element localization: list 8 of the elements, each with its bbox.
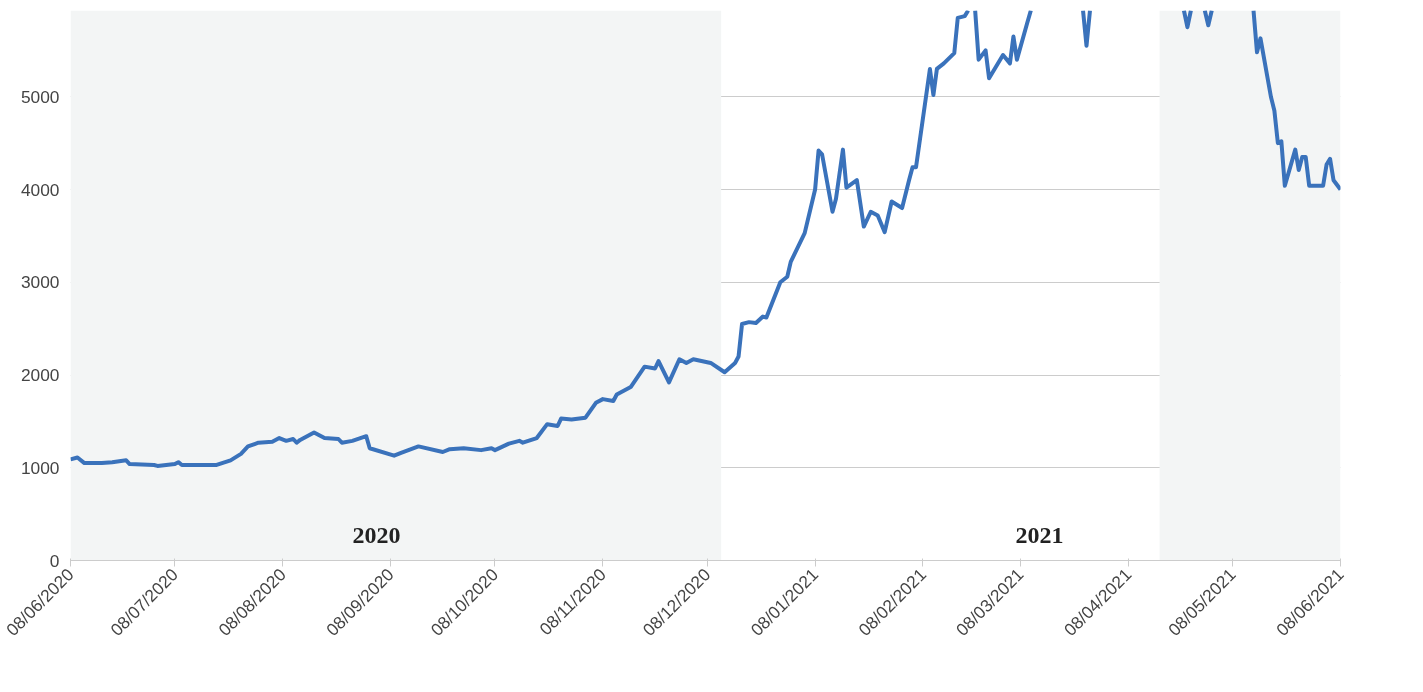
y-tick-label: 4000 [20, 179, 60, 200]
y-tick-label: 5000 [20, 86, 60, 107]
y-tick-label: 1000 [20, 457, 60, 478]
y-tick-label: 2000 [20, 365, 60, 385]
y-tick-label: 0 [49, 550, 60, 571]
y-tick-label: 3000 [20, 272, 60, 293]
annotation: 2020 [352, 521, 401, 548]
annotation: 2021 [1015, 521, 1064, 548]
